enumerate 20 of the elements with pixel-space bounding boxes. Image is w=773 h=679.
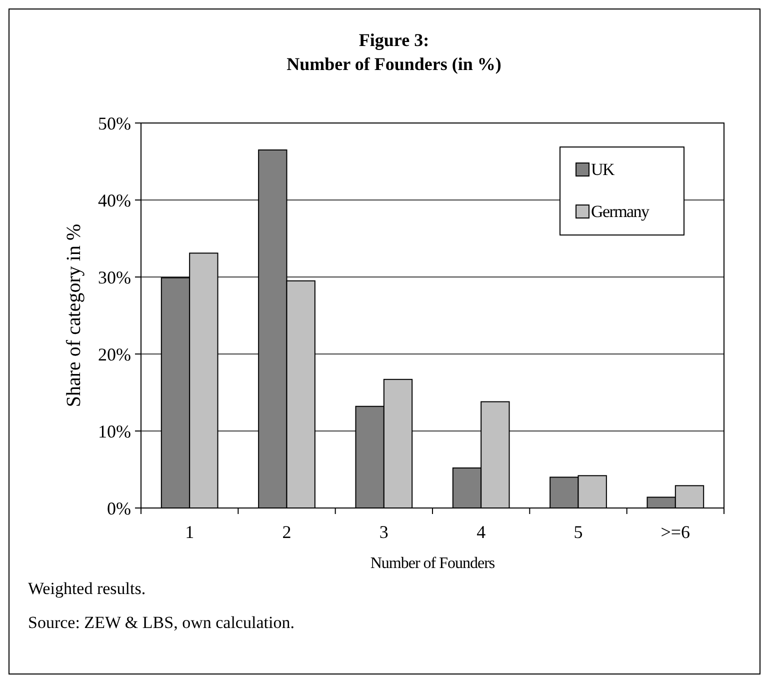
x-tick-label: 3 [379, 522, 388, 542]
y-tick-label: 20% [98, 344, 131, 364]
chart-subtitle: Number of Founders (in %) [286, 54, 502, 74]
legend-label: Germany [591, 202, 650, 221]
y-tick-label: 40% [98, 190, 131, 210]
x-axis-title: Number of Founders [370, 555, 495, 572]
source-note: Source: ZEW & LBS, own calculation. [28, 613, 294, 632]
x-tick-label: 1 [185, 522, 194, 542]
y-tick-label: 50% [98, 113, 131, 134]
y-tick-label: 30% [98, 267, 131, 288]
x-tick-label: >=6 [660, 522, 690, 542]
x-tick-label: 5 [574, 522, 583, 542]
x-tick-label: 2 [282, 522, 292, 542]
x-tick-label: 4 [476, 522, 486, 542]
y-tick-label: 0% [107, 498, 131, 518]
y-tick-label: 10% [98, 421, 131, 442]
legend-label: UK [591, 160, 616, 179]
y-axis-title: Share of category in % [63, 224, 85, 408]
text: Weighted results. [28, 579, 146, 598]
chart-title: Figure 3: [358, 30, 430, 50]
